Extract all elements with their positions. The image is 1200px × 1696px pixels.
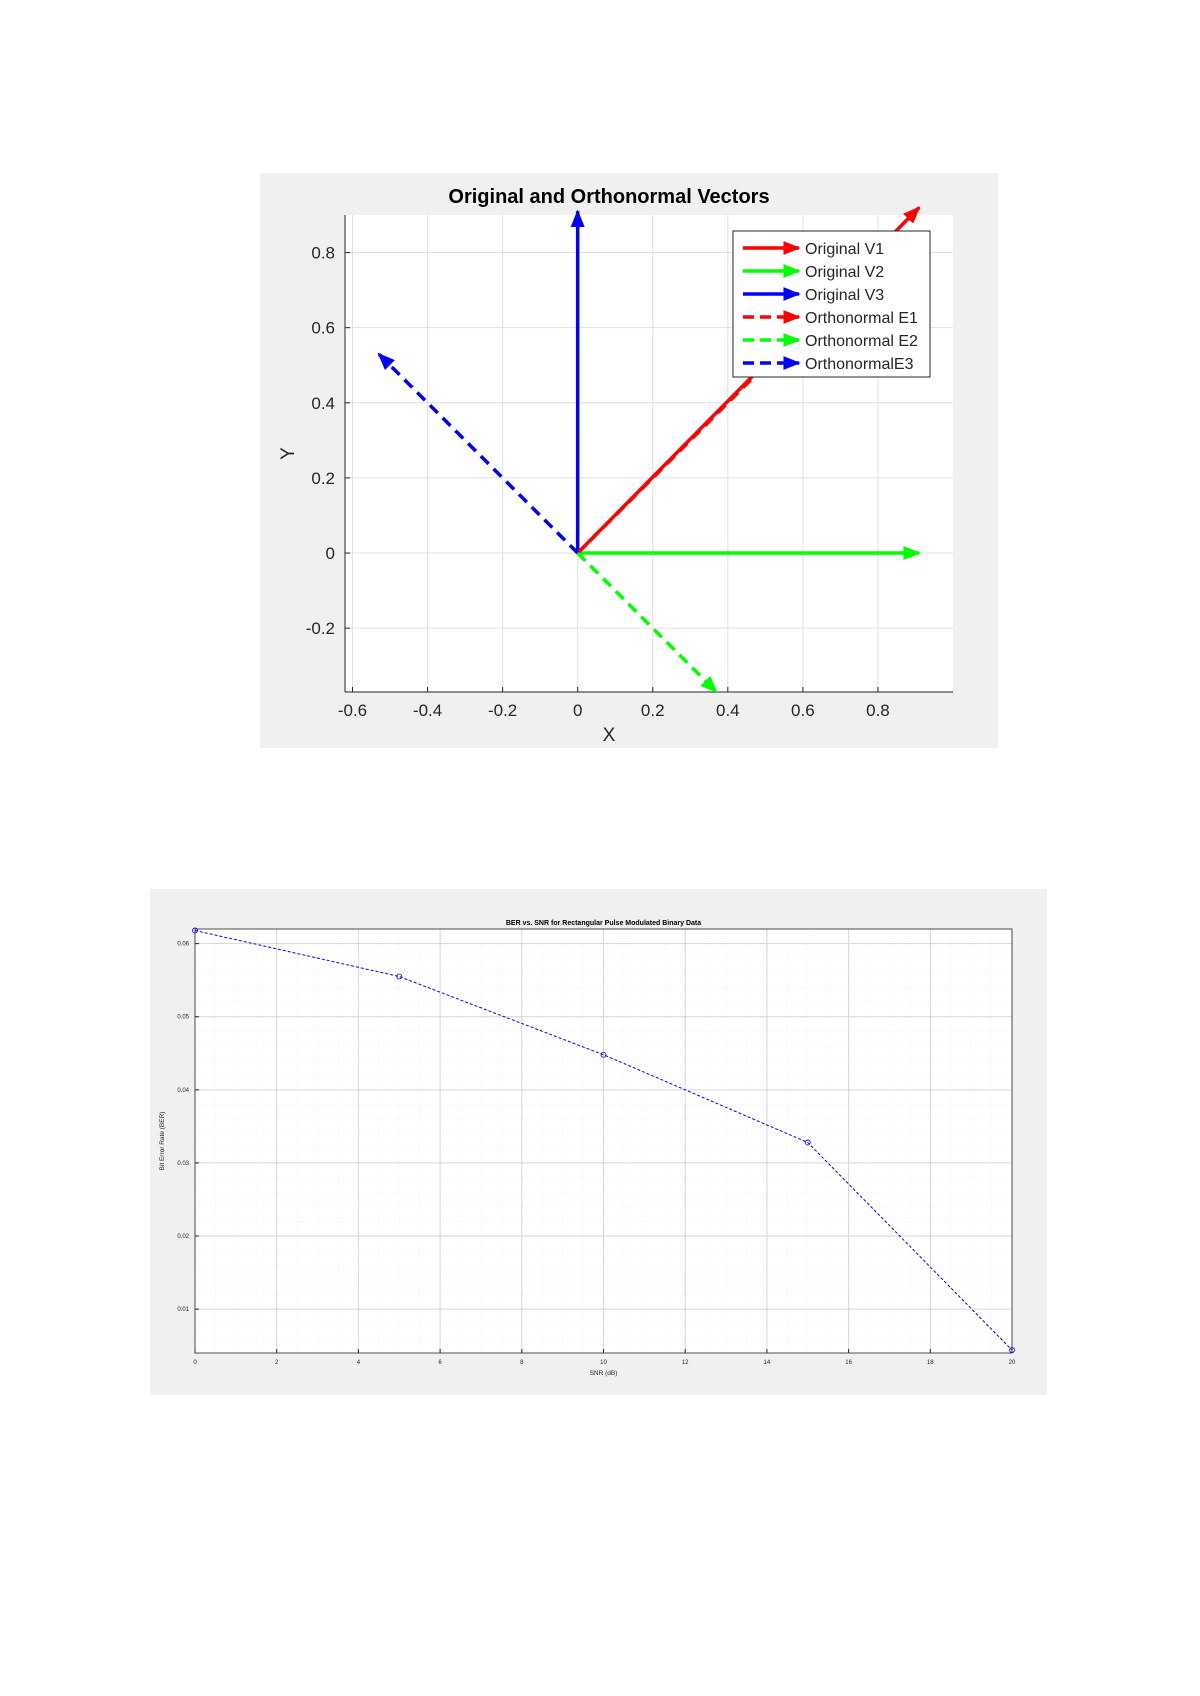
x-tick-label: 0 — [193, 1360, 197, 1366]
x-tick-label: -0.6 — [338, 701, 367, 720]
y-axis-label: Y — [278, 447, 299, 460]
x-tick-label: 18 — [927, 1360, 934, 1366]
x-tick-label: -0.4 — [413, 701, 442, 720]
x-tick-label: 0.6 — [791, 701, 815, 720]
y-axis-label: Bit Error Rate (BER) — [159, 1112, 166, 1171]
y-tick-label: 0 — [326, 544, 335, 563]
x-tick-label: 6 — [438, 1360, 442, 1366]
x-tick-label: -0.2 — [488, 701, 517, 720]
x-tick-label: 0.4 — [716, 701, 740, 720]
chart-title: Original and Orthonormal Vectors — [448, 186, 769, 208]
legend-label: Orthonormal E2 — [805, 333, 918, 350]
ber-chart: 0 2 4 6 8 10 12 14 16 18 20 0.01 0.02 0.03 0.04 0.05 0.0… — [159, 920, 1016, 1377]
legend-label: Original V1 — [805, 241, 884, 258]
y-tick-label: 0.8 — [311, 244, 335, 263]
legend-label: OrthonormalE3 — [805, 356, 914, 373]
y-tick-label: -0.2 — [306, 619, 335, 638]
y-tick-label: 0.2 — [311, 469, 335, 488]
x-tick-label: 0.8 — [866, 701, 890, 720]
y-tick-label: 0.03 — [177, 1161, 189, 1167]
x-tick-label: 10 — [600, 1360, 607, 1366]
x-axis-label: SNR (dB) — [590, 1370, 618, 1377]
x-tick-label: 2 — [275, 1360, 279, 1366]
y-tick-label: 0.04 — [177, 1088, 189, 1094]
y-tick-label: 0.4 — [311, 394, 335, 413]
x-tick-label: 8 — [520, 1360, 524, 1366]
ber-data-point — [600, 1051, 607, 1058]
x-tick-label: 16 — [845, 1360, 852, 1366]
x-tick-label: 14 — [764, 1360, 771, 1366]
y-tick-label: 0.06 — [177, 942, 189, 948]
ber-data-point — [192, 927, 198, 934]
legend: Original V1 Original V2 Original V3 Orthono… — [732, 230, 931, 378]
x-tick-label: 0.2 — [641, 701, 665, 720]
legend-label: Original V2 — [805, 264, 884, 281]
legend-label: Orthonormal E1 — [805, 310, 918, 327]
ber-data-point — [396, 973, 403, 980]
y-tick-label: 0.6 — [311, 319, 335, 338]
y-tick-label: 0.05 — [177, 1015, 189, 1021]
ber-data-point — [804, 1139, 811, 1146]
y-tick-label: 0.02 — [177, 1234, 189, 1240]
chart-title: BER vs. SNR for Rectangular Pulse Modula… — [506, 920, 701, 927]
x-tick-label: 20 — [1009, 1360, 1016, 1366]
ber-chart-figure: 0 2 4 6 8 10 12 14 16 18 20 0.01 0.02 0.03 0.04 0.05 0.0… — [150, 889, 1047, 1395]
vector-orthonormale3 — [377, 352, 579, 555]
vector-chart-figure: -0.6 -0.4 -0.2 0 0.2 0.4 0.6 0.8 -0.2 0 0.2 0.4 0.6 0… — [260, 173, 998, 748]
legend-box — [732, 230, 931, 378]
y-tick-label: 0.01 — [177, 1307, 189, 1313]
ber-series-line — [194, 929, 1013, 1351]
x-tick-label: 4 — [357, 1360, 361, 1366]
legend-label: Original V3 — [805, 287, 884, 304]
ber-data-point — [1009, 1347, 1015, 1353]
x-axis-label: X — [603, 725, 616, 746]
vector-orthonormal-e2 — [576, 551, 718, 692]
x-tick-label: 12 — [682, 1360, 689, 1366]
x-tick-label: 0 — [573, 701, 582, 720]
vector-chart: -0.6 -0.4 -0.2 0 0.2 0.4 0.6 0.8 -0.2 0 0.2 0.4 0.6 0… — [278, 186, 953, 746]
